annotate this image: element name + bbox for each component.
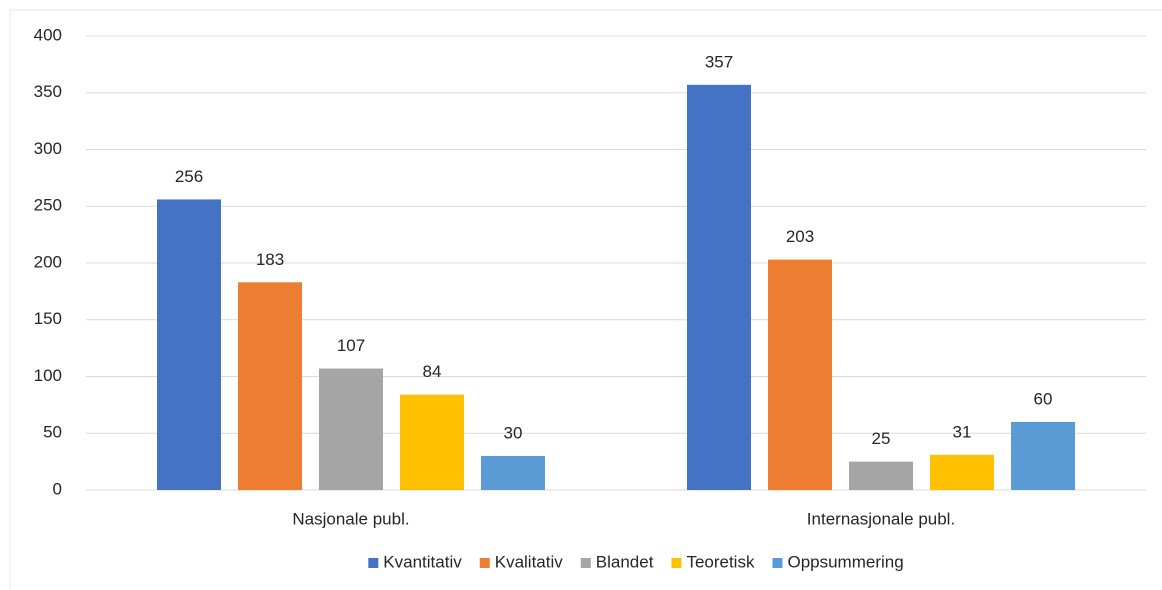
bar <box>1011 421 1075 490</box>
bar <box>768 259 832 490</box>
bar <box>238 282 302 490</box>
legend-label: Kvantitativ <box>383 552 462 571</box>
y-tick-label: 0 <box>53 479 62 498</box>
data-label: 84 <box>423 362 442 381</box>
y-tick-label: 250 <box>34 196 62 215</box>
data-label: 25 <box>872 429 891 448</box>
data-label: 203 <box>786 227 814 246</box>
y-tick-label: 350 <box>34 82 62 101</box>
legend-label: Oppsummering <box>787 552 903 571</box>
legend-swatch <box>671 558 682 568</box>
legend-swatch <box>772 558 783 568</box>
bar <box>400 394 464 490</box>
legend-swatch <box>580 558 591 568</box>
y-tick-label: 50 <box>43 423 62 442</box>
y-tick-label: 200 <box>34 252 62 271</box>
bar <box>849 461 913 490</box>
legend-label: Kvalitativ <box>495 552 564 571</box>
bar <box>930 454 994 490</box>
y-tick-label: 400 <box>34 25 62 44</box>
data-label: 30 <box>504 423 523 442</box>
y-tick-label: 300 <box>34 139 62 158</box>
bar <box>481 455 545 490</box>
data-label: 60 <box>1034 389 1053 408</box>
data-label: 256 <box>175 167 203 186</box>
data-label: 31 <box>953 422 972 441</box>
y-tick-label: 150 <box>34 309 62 328</box>
data-label: 357 <box>705 52 733 71</box>
legend-swatch <box>479 558 490 568</box>
bar <box>319 368 383 490</box>
legend-label: Teoretisk <box>686 552 755 571</box>
legend-swatch <box>368 558 379 568</box>
chart-border <box>9 9 1162 590</box>
legend-label: Blandet <box>596 552 654 571</box>
bar <box>687 84 751 491</box>
y-tick-label: 100 <box>34 366 62 385</box>
data-label: 183 <box>256 250 284 269</box>
x-tick-label: Internasjonale publ. <box>807 509 955 528</box>
x-tick-label: Nasjonale publ. <box>292 509 409 528</box>
data-label: 107 <box>337 336 365 355</box>
bar <box>157 199 221 490</box>
